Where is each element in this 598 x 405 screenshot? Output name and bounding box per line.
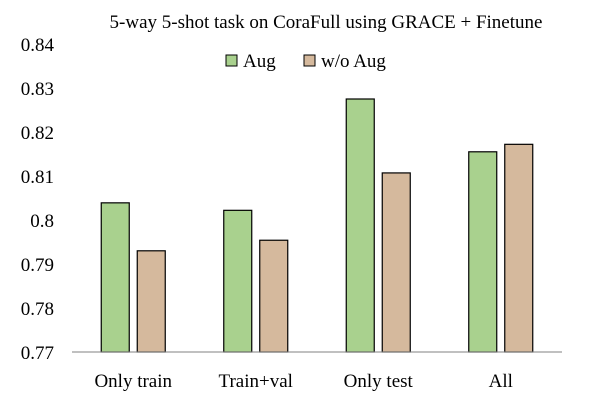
bar-w-o-aug-all (504, 143, 534, 353)
bar-aug-only-test (345, 98, 375, 353)
x-tick-label: Only train (94, 371, 172, 392)
y-tick-label: 0.83 (21, 79, 54, 100)
y-tick-label: 0.8 (30, 211, 54, 232)
y-axis: 0.77 0.78 0.79 0.8 0.81 0.82 0.83 0.84 (21, 35, 55, 364)
bars-group (100, 98, 534, 353)
bar-w-o-aug-train-val (259, 239, 289, 353)
bar-aug-all (468, 151, 498, 353)
legend: Aug w/o Aug (225, 51, 386, 72)
x-axis: Only train Train+val Only test All (72, 351, 562, 392)
bar-aug-train-val (223, 209, 253, 353)
legend-label: w/o Aug (321, 51, 386, 72)
x-tick-label: Train+val (219, 371, 293, 392)
y-tick-label: 0.79 (21, 255, 54, 276)
y-tick-label: 0.82 (21, 123, 54, 144)
bar-aug-only-train (100, 202, 130, 353)
x-tick-label: All (489, 371, 513, 392)
chart-title: 5-way 5-shot task on CoraFull using GRAC… (110, 12, 543, 33)
legend-swatch (303, 54, 316, 67)
y-tick-label: 0.78 (21, 299, 54, 320)
y-tick-label: 0.84 (21, 35, 55, 56)
legend-swatch (225, 54, 238, 67)
legend-label: Aug (243, 51, 276, 72)
bar-w-o-aug-only-test (381, 172, 411, 353)
bar-w-o-aug-only-train (136, 250, 166, 353)
x-tick-label: Only test (344, 371, 414, 392)
y-tick-label: 0.81 (21, 167, 54, 188)
y-tick-label: 0.77 (21, 343, 54, 364)
